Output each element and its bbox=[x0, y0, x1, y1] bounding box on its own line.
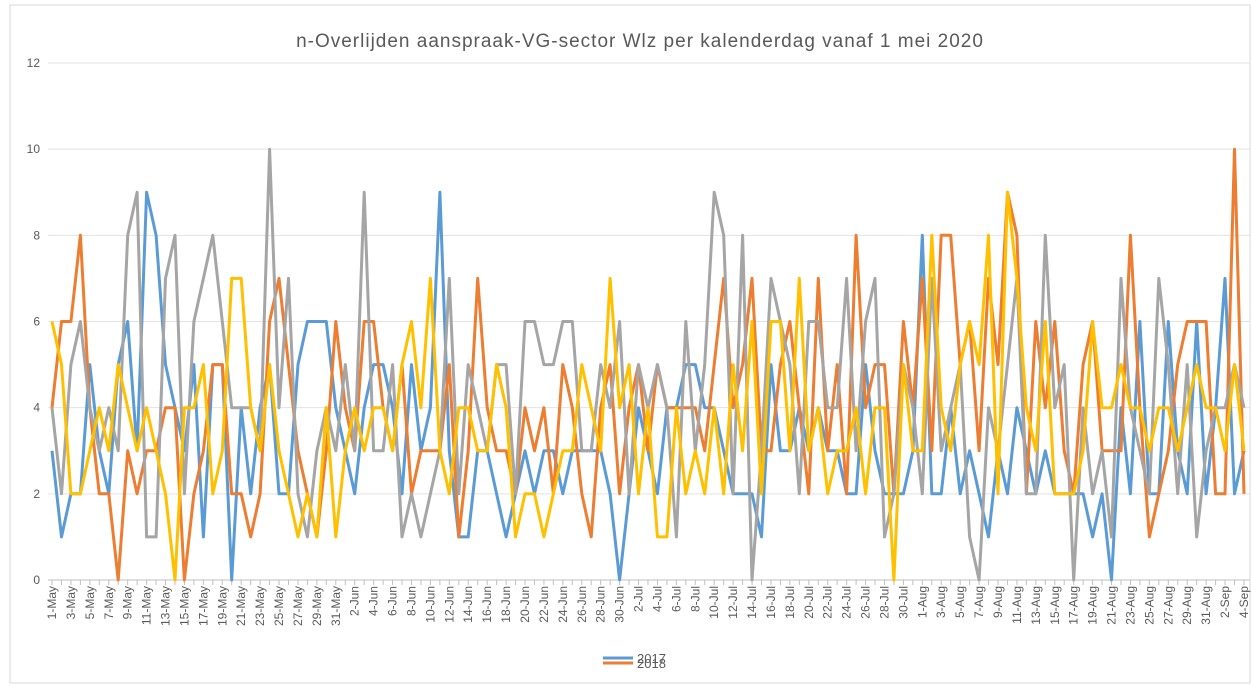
x-tick-label: 30-Jul bbox=[896, 586, 910, 619]
x-tick-label: 18-Jun bbox=[499, 586, 513, 623]
x-tick-label: 20-Jul bbox=[802, 586, 816, 619]
x-tick-label: 20-Jun bbox=[518, 586, 532, 623]
x-tick-label: 23-May bbox=[253, 586, 267, 626]
x-tick-label: 21-Aug bbox=[1105, 586, 1119, 625]
x-tick-label: 17-Aug bbox=[1067, 586, 1081, 625]
x-tick-label: 31-May bbox=[329, 586, 343, 626]
x-tick-label: 14-Jul bbox=[745, 586, 759, 619]
x-tick-label: 11-May bbox=[140, 586, 154, 625]
x-tick-label: 26-Jul bbox=[859, 586, 873, 619]
legend-label: 2018 bbox=[637, 656, 666, 671]
x-tick-label: 18-Jul bbox=[783, 586, 797, 619]
x-tick-label: 11-Aug bbox=[1010, 586, 1024, 624]
y-tick-label: 6 bbox=[33, 315, 40, 329]
x-tick-label: 22-Jun bbox=[537, 586, 551, 623]
y-tick-label: 10 bbox=[27, 142, 41, 156]
x-tick-label: 2-Jun bbox=[348, 586, 362, 616]
x-tick-label: 24-Jul bbox=[840, 586, 854, 619]
x-tick-label: 28-Jun bbox=[594, 586, 608, 623]
x-tick-label: 3-May bbox=[64, 586, 78, 619]
x-tick-label: 25-Aug bbox=[1142, 586, 1156, 625]
y-tick-label: 4 bbox=[33, 401, 40, 415]
x-tick-label: 2-Jul bbox=[632, 586, 646, 612]
x-tick-label: 29-May bbox=[310, 586, 324, 626]
y-tick-label: 2 bbox=[33, 487, 40, 501]
x-tick-label: 25-May bbox=[272, 586, 286, 626]
x-tick-label: 15-May bbox=[177, 586, 191, 626]
x-tick-label: 16-Jul bbox=[764, 586, 778, 619]
x-tick-label: 5-Aug bbox=[953, 586, 967, 618]
x-tick-label: 9-May bbox=[121, 586, 135, 619]
x-tick-label: 16-Jun bbox=[480, 586, 494, 623]
x-tick-label: 4-Jul bbox=[650, 586, 664, 612]
x-tick-label: 10-Jul bbox=[707, 586, 721, 619]
x-tick-label: 6-Jul bbox=[669, 586, 683, 612]
x-tick-label: 31-Aug bbox=[1199, 586, 1213, 625]
x-tick-label: 13-May bbox=[159, 586, 173, 626]
x-tick-label: 23-Aug bbox=[1123, 586, 1137, 625]
x-tick-label: 4-Sep bbox=[1237, 586, 1251, 618]
x-tick-label: 30-Jun bbox=[613, 586, 627, 623]
x-tick-label: 3-Aug bbox=[934, 586, 948, 618]
series-line bbox=[50, 147, 1246, 582]
x-tick-label: 4-Jun bbox=[367, 586, 381, 616]
x-tick-label: 7-May bbox=[102, 586, 116, 619]
x-tick-label: 27-Aug bbox=[1161, 586, 1175, 625]
x-tick-label: 26-Jun bbox=[575, 586, 589, 623]
y-tick-label: 0 bbox=[33, 573, 40, 587]
x-tick-label: 12-Jun bbox=[442, 586, 456, 623]
legend-label: 2017 bbox=[637, 651, 666, 666]
x-tick-label: 19-Aug bbox=[1086, 586, 1100, 625]
x-tick-label: 14-Jun bbox=[461, 586, 475, 623]
x-tick-label: 7-Aug bbox=[972, 586, 986, 618]
x-tick-label: 12-Jul bbox=[726, 586, 740, 619]
x-tick-label: 13-Aug bbox=[1029, 586, 1043, 625]
x-tick-label: 15-Aug bbox=[1048, 586, 1062, 625]
x-tick-label: 24-Jun bbox=[556, 586, 570, 623]
y-tick-label: 8 bbox=[33, 228, 40, 242]
x-tick-label: 21-May bbox=[234, 586, 248, 626]
x-tick-label: 1-Aug bbox=[915, 586, 929, 618]
x-tick-label: 27-May bbox=[291, 586, 305, 626]
x-tick-label: 6-Jun bbox=[386, 586, 400, 616]
x-tick-label: 22-Jul bbox=[821, 586, 835, 619]
chart-title: n-Overlijden aanspraak-VG-sector Wlz per… bbox=[296, 31, 984, 52]
x-tick-label: 1-May bbox=[45, 586, 59, 619]
x-tick-label: 28-Jul bbox=[877, 586, 891, 619]
x-tick-label: 10-Jun bbox=[423, 586, 437, 623]
x-tick-label: 5-May bbox=[83, 586, 97, 619]
x-tick-label: 29-Aug bbox=[1180, 586, 1194, 625]
series-line bbox=[50, 190, 1246, 582]
x-tick-label: 19-May bbox=[215, 586, 229, 626]
x-tick-label: 17-May bbox=[196, 586, 210, 626]
x-tick-label: 2-Sep bbox=[1218, 586, 1232, 618]
y-tick-label: 12 bbox=[27, 56, 41, 70]
x-tick-label: 8-Jun bbox=[404, 586, 418, 616]
x-tick-label: 8-Jul bbox=[688, 586, 702, 612]
x-tick-label: 9-Aug bbox=[991, 586, 1005, 618]
